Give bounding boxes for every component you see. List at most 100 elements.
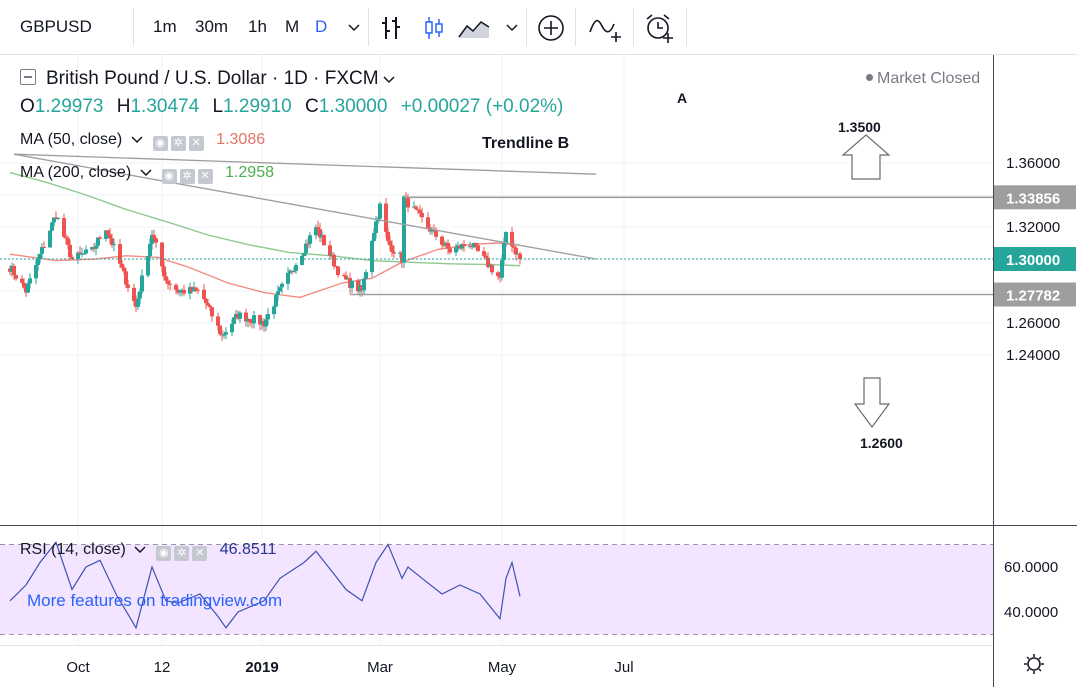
price-chart[interactable]: A Trendline B 1.3500 1.2600 1.36000 1.32000… (0, 55, 1077, 687)
candle-down (210, 307, 214, 317)
watermark-link[interactable]: More features on tradingview.com (27, 591, 283, 610)
close-icon[interactable]: ✕ (197, 169, 213, 184)
candle-down (388, 240, 392, 246)
eye-icon[interactable]: ◉ (156, 546, 172, 561)
time-tick-label: Mar (367, 659, 393, 676)
candle-up (264, 319, 268, 327)
chevron-down-icon[interactable] (140, 169, 152, 177)
candle-up (178, 290, 182, 293)
rsi-legend[interactable]: RSI (14, close) ◉ ✲ ✕ 46.8511 (20, 541, 276, 561)
candle-down (126, 284, 130, 288)
ma200-legend[interactable]: MA (200, close) ◉ ✲ ✕ 1.2958 (20, 164, 274, 184)
down-arrow-icon[interactable] (853, 377, 891, 429)
interval-1h[interactable]: 1h (248, 17, 267, 36)
interval-month[interactable]: M (285, 17, 300, 36)
candle-down (208, 305, 212, 308)
candle-down (316, 227, 320, 230)
candle-down (420, 213, 424, 218)
alarm-icon[interactable] (644, 0, 674, 54)
candle-up (266, 314, 270, 320)
trendlines[interactable]: A Trendline B (13, 90, 687, 260)
candle-down (392, 252, 396, 254)
toolbar-divider (633, 8, 634, 46)
candle-down (132, 287, 136, 302)
candle-up (500, 260, 504, 278)
eye-icon[interactable]: ◉ (152, 136, 168, 151)
price-axis[interactable]: 1.36000 1.32000 1.30000 1.26000 1.24000 1.338… (994, 155, 1076, 621)
collapse-legend-icon[interactable] (20, 69, 36, 85)
gear-icon[interactable]: ✲ (174, 546, 190, 561)
trendline-b[interactable] (13, 153, 597, 260)
chevron-down-icon[interactable] (503, 0, 521, 54)
candle-down (486, 257, 490, 268)
area-chart-icon[interactable] (458, 0, 490, 54)
target-arrows[interactable]: 1.3500 1.2600 (838, 119, 903, 451)
candle-down (336, 266, 340, 276)
symbol-search[interactable]: GBPUSD (20, 17, 92, 36)
gear-icon[interactable]: ✲ (170, 136, 186, 151)
close-icon[interactable]: ✕ (192, 546, 208, 561)
rsi-label: RSI (14, close) (20, 541, 126, 558)
candle-up (150, 234, 154, 244)
gear-icon[interactable] (1024, 654, 1044, 674)
ma200-line (9, 171, 521, 267)
interval-30m[interactable]: 30m (195, 17, 229, 36)
candle-down (416, 209, 420, 211)
bar-chart-icon[interactable] (380, 0, 402, 54)
eye-icon[interactable]: ◉ (161, 169, 177, 184)
candle-down (202, 289, 206, 299)
interval-day[interactable]: D (315, 17, 328, 36)
candle-down (78, 252, 82, 254)
candle-up (76, 252, 80, 259)
interval-1m[interactable]: 1m (153, 17, 177, 36)
chevron-down-icon[interactable] (345, 0, 363, 54)
candle-down (448, 248, 452, 253)
chevron-down-icon[interactable] (131, 136, 143, 144)
candle-down (124, 271, 128, 285)
support-resistance-levels (0, 196, 993, 296)
time-axis[interactable]: Oct 12 2019 Mar May Jul (66, 659, 633, 676)
chevron-down-icon[interactable] (134, 546, 146, 554)
price-level-label: 1.30000 (1006, 252, 1060, 269)
rsi-tick-label: 60.0000 (1004, 559, 1058, 576)
indicators-icon[interactable] (588, 0, 624, 54)
candle-down (386, 231, 390, 241)
market-status: Market Closed (866, 70, 980, 88)
ma200-label: MA (200, close) (20, 164, 132, 181)
ma50-legend[interactable]: MA (50, close) ◉ ✲ ✕ 1.3086 (20, 131, 265, 151)
candle-down (322, 235, 326, 246)
candle-up (374, 221, 378, 233)
candle-down (244, 312, 248, 322)
ohlc-values: O1.29973 H1.30474 L1.29910 C1.30000 +0.0… (20, 96, 563, 118)
candle-up (278, 287, 282, 292)
candle-down (20, 278, 24, 283)
price-tick-label: 1.36000 (1006, 155, 1060, 172)
candle-up (222, 334, 226, 336)
candle-down (328, 245, 332, 256)
up-arrow-icon[interactable] (841, 134, 891, 180)
ma50-label: MA (50, close) (20, 131, 123, 148)
candle-up (84, 249, 88, 254)
candle-down (66, 238, 70, 245)
candle-up (370, 240, 374, 273)
trendline-a[interactable] (13, 153, 597, 175)
close-icon[interactable]: ✕ (188, 136, 204, 151)
candle-up (274, 294, 278, 307)
rsi-line (9, 541, 521, 630)
candle-down (496, 272, 500, 276)
chevron-down-icon[interactable] (383, 76, 395, 84)
price-level-label: 1.33856 (1006, 190, 1060, 207)
high-value: 1.30474 (130, 96, 200, 117)
gear-icon[interactable]: ✲ (179, 169, 195, 184)
candle-down (490, 265, 494, 273)
candles-icon[interactable] (423, 0, 445, 54)
candle-up (276, 291, 280, 295)
open-value: 1.29973 (34, 96, 104, 117)
candle-up (314, 227, 318, 236)
candle-up (378, 203, 382, 219)
plus-circle-icon[interactable] (537, 0, 565, 54)
time-tick-label: Oct (66, 659, 90, 676)
candle-down (64, 236, 68, 239)
candle-up (302, 253, 306, 256)
candle-down (168, 283, 172, 285)
